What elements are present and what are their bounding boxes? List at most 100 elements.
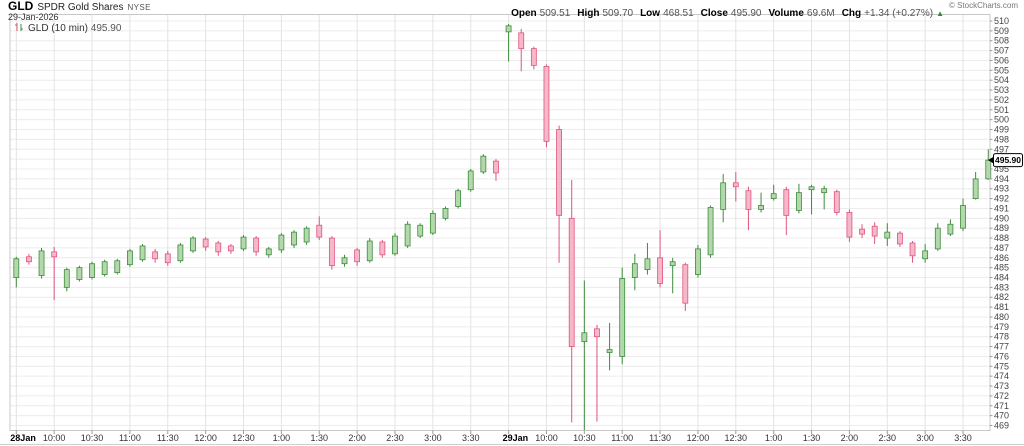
ohlc-bar [947,219,954,237]
svg-text:11:00: 11:00 [119,433,141,443]
ohlc-bar [960,198,966,232]
svg-text:497: 497 [994,144,1009,154]
svg-text:499: 499 [994,125,1009,135]
last-price-label: 495.90 [988,153,1023,168]
horizontal-gridlines [10,20,990,427]
svg-text:12:30: 12:30 [232,433,255,443]
ohlc-bar [89,261,95,280]
ohlc-bar [884,223,891,246]
ohlc-bar [631,253,638,291]
chart-type-icon [15,23,23,31]
svg-text:12:00: 12:00 [687,433,710,443]
svg-text:498: 498 [994,134,1009,144]
quote-value-low: 468.51 [663,8,694,19]
ohlc-bar [758,192,764,213]
svg-text:471: 471 [994,401,1009,411]
ohlc-bar [556,125,562,263]
ohlc-bar [619,267,626,365]
svg-text:486: 486 [994,253,1009,263]
ohlc-bar [253,236,260,256]
quote-value-high: 509.70 [602,8,634,19]
ohlc-bar [227,243,234,254]
ohlc-bar [442,206,449,221]
svg-text:3:00: 3:00 [424,433,442,443]
ohlc-bar [114,258,121,275]
quote-label-volume: Volume [768,8,804,19]
ohlc-bar [291,230,297,248]
svg-text:505: 505 [994,65,1009,75]
svg-text:480: 480 [994,312,1009,322]
svg-text:3:30: 3:30 [462,433,480,443]
ohlc-bar [581,280,588,431]
ohlc-bar [518,28,525,72]
svg-text:483: 483 [994,282,1009,292]
svg-text:482: 482 [994,292,1009,302]
svg-text:3:30: 3:30 [954,433,972,443]
ohlc-bar [240,235,247,251]
svg-text:494: 494 [994,174,1009,184]
svg-text:493: 493 [994,184,1009,194]
svg-text:2:00: 2:00 [348,433,366,443]
ohlc-bar [669,257,676,294]
svg-text:485: 485 [994,263,1009,273]
svg-text:473: 473 [994,381,1009,391]
quote-label-open: Open [511,8,537,19]
exchange: NYSE [127,3,151,12]
ohlc-bar [695,244,701,278]
ohlc-bar [707,205,714,258]
svg-text:11:30: 11:30 [649,433,671,443]
ohlc-bars [13,23,992,431]
ohlc-bar [76,265,83,282]
ohlc-bar [796,183,802,214]
chg-up-arrow-icon: ▲ [936,9,944,18]
ohlc-bar [139,243,146,262]
svg-text:500: 500 [994,115,1009,125]
ohlc-bar [922,243,929,263]
svg-text:1:30: 1:30 [310,433,328,443]
ohlc-bar [38,247,45,279]
svg-text:1:30: 1:30 [803,433,821,443]
svg-text:489: 489 [994,223,1009,233]
quote-summary: Open 509.51 High 509.70 Low 468.51 Close 495.90… [504,8,944,19]
plot-border [9,14,991,431]
svg-text:479: 479 [994,322,1009,332]
svg-text:3:00: 3:00 [916,433,934,443]
ohlc-bar [265,246,272,258]
ohlc-bar [278,233,285,253]
svg-text:470: 470 [994,411,1009,421]
legend: GLD (10 min) 495.90 [13,22,121,34]
svg-text:506: 506 [994,55,1009,65]
ohlc-bar [63,267,70,292]
svg-text:491: 491 [994,203,1009,213]
quote-label-close: Close [700,8,728,19]
svg-text:507: 507 [994,46,1009,56]
svg-text:28Jan: 28Jan [10,433,36,443]
ohlc-bar [859,224,865,239]
quote-label-low: Low [640,8,661,19]
svg-text:475: 475 [994,361,1009,371]
svg-text:501: 501 [994,105,1009,115]
ohlc-bar [152,248,159,263]
svg-text:481: 481 [994,302,1009,312]
svg-text:2:30: 2:30 [879,433,897,443]
svg-text:509: 509 [994,26,1009,36]
ohlc-bar [871,222,878,244]
ohlc-bar [543,64,550,148]
ohlc-bar [127,248,133,267]
vertical-gridlines [15,14,964,431]
legend-value: 495.90 [90,23,122,34]
ohlc-bar [379,240,386,258]
ohlc-bar [606,322,613,371]
quote-label-chg: Chg [841,8,862,19]
svg-text:472: 472 [994,391,1009,401]
svg-text:477: 477 [994,342,1009,352]
ohlc-bar [190,236,196,253]
legend-label: GLD (10 min) [28,23,89,34]
ohlc-bar [568,179,575,423]
svg-text:1:00: 1:00 [765,433,783,443]
svg-text:10:00: 10:00 [535,433,558,443]
ohlc-bar [429,210,436,236]
svg-text:29Jan: 29Jan [503,433,529,443]
ohlc-bar [303,226,310,245]
